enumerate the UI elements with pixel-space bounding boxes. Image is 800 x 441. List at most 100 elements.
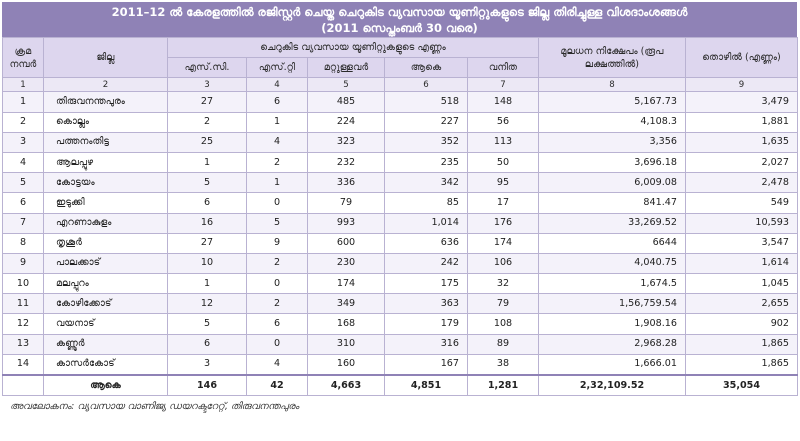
cell-serial: 5	[2, 172, 44, 194]
cell-women: 17	[467, 192, 539, 214]
cell-others: 174	[307, 273, 385, 295]
cell-st: 9	[246, 232, 308, 254]
cell-st: 0	[246, 333, 308, 355]
table-row: 7 എറണാകുളം 16 5 993 1,014 176 33,269.52 10,593	[2, 212, 798, 234]
cell-investment: 4,108.3	[538, 111, 686, 133]
header-women: വനിത	[467, 57, 539, 79]
cell-district: പാലക്കാട്	[43, 252, 168, 275]
cell-serial: 8	[2, 232, 44, 254]
cell-sc: 2	[167, 111, 247, 133]
cell-investment: 1,56,759.54	[538, 293, 686, 315]
cell-women: 106	[467, 252, 539, 275]
cell-st: 1	[246, 111, 308, 133]
header-employment: തൊഴിൽ (എണ്ണം)	[685, 36, 798, 79]
cell-total: 227	[384, 111, 468, 133]
table-row: 5 കോട്ടയം 5 1 336 342 95 6,009.08 2,478	[2, 172, 798, 194]
col-number: 1	[2, 77, 44, 93]
cell-serial: 14	[2, 353, 44, 376]
cell-district: പത്തനംതിട്ട	[43, 131, 168, 153]
cell-employment: 1,614	[685, 252, 798, 275]
cell-district: മലപ്പുറം	[43, 273, 168, 295]
cell-total: 179	[384, 313, 468, 335]
cell-sc: 10	[167, 252, 247, 275]
cell-serial: 4	[2, 151, 44, 174]
totals-row: ആകെ 146 42 4,663 4,851 1,281 2,32,109.52…	[2, 374, 798, 397]
cell-district: തൃശൂർ	[43, 232, 168, 254]
table-row: 8 തൃശൂർ 27 9 600 636 174 6644 3,547	[2, 232, 798, 254]
cell-sc: 5	[167, 313, 247, 335]
col-number: 4	[246, 77, 308, 93]
cell-others: 168	[307, 313, 385, 335]
cell-employment: 902	[685, 313, 798, 335]
cell-serial: 9	[2, 252, 44, 275]
cell-investment: 1,666.01	[538, 353, 686, 376]
table-row: 3 പത്തനംതിട്ട 25 4 323 352 113 3,356 1,635	[2, 131, 798, 153]
cell-investment: 5,167.73	[538, 91, 686, 113]
cell-sc: 5	[167, 172, 247, 194]
district-units-table: ക്രമ നമ്പർ ജില്ല ചെറുകിട വ്യവസായ യൂണിറ്റ…	[2, 36, 798, 397]
cell-women: 38	[467, 353, 539, 376]
col-number: 8	[538, 77, 686, 93]
cell-total: 363	[384, 293, 468, 315]
table-row: 1 തിരുവനന്തപുരം 27 6 485 518 148 5,167.73 3,479	[2, 91, 798, 113]
cell-sc: 1	[167, 273, 247, 295]
table-row: 13 കണ്ണൂർ 6 0 310 316 89 2,968.28 1,865	[2, 333, 798, 355]
cell-st: 4	[246, 131, 308, 153]
document: 2011–12 ൽ കേരളത്തിൽ രജിസ്റ്റർ ചെയ്ത ചെറു…	[2, 2, 798, 412]
cell-women: 113	[467, 131, 539, 153]
cell-district: കോഴിക്കോട്	[43, 293, 168, 315]
cell-others: 79	[307, 192, 385, 214]
col-number: 2	[43, 77, 168, 93]
cell-employment: 2,478	[685, 172, 798, 194]
cell-sc: 6	[167, 192, 247, 214]
cell-total: 352	[384, 131, 468, 153]
cell-investment: 33,269.52	[538, 212, 686, 234]
cell-district: എറണാകുളം	[43, 212, 168, 234]
cell-employment: 1,045	[685, 273, 798, 295]
header-sc: എസ്.സി.	[167, 57, 247, 79]
cell-investment: 6,009.08	[538, 172, 686, 194]
cell-investment: 1,908.16	[538, 313, 686, 335]
cell-serial: 12	[2, 313, 44, 335]
cell-serial: 3	[2, 131, 44, 153]
cell-employment: 1,865	[685, 333, 798, 355]
cell-district: കണ്ണൂർ	[43, 333, 168, 355]
cell-women: 174	[467, 232, 539, 254]
header-total: ആകെ	[384, 57, 468, 79]
table-row: 12 വയനാട് 5 6 168 179 108 1,908.16 902	[2, 313, 798, 335]
cell-serial: 7	[2, 212, 44, 234]
cell-sc: 27	[167, 91, 247, 113]
cell-others: 993	[307, 212, 385, 234]
table-row: 4 ആലപ്പുഴ 1 2 232 235 50 3,696.18 2,027	[2, 151, 798, 174]
cell-women: 79	[467, 293, 539, 315]
cell-employment: 1,635	[685, 131, 798, 153]
cell-women: 89	[467, 333, 539, 355]
table-row: 14 കാസർകോട് 3 4 160 167 38 1,666.01 1,865	[2, 353, 798, 376]
cell-others: 600	[307, 232, 385, 254]
cell-serial: 2	[2, 111, 44, 133]
cell-district: ഇടുക്കി	[43, 192, 168, 214]
table-row: 6 ഇടുക്കി 6 0 79 85 17 841.47 549	[2, 192, 798, 214]
cell-serial: 11	[2, 293, 44, 315]
cell-others: 230	[307, 252, 385, 275]
header-serial: ക്രമ നമ്പർ	[2, 36, 44, 79]
cell-women: 176	[467, 212, 539, 234]
cell-others: 485	[307, 91, 385, 113]
title-line-2: (2011 സെപ്തംബർ 30 വരെ)	[321, 21, 478, 35]
cell-serial: 13	[2, 333, 44, 355]
cell-total: 242	[384, 252, 468, 275]
cell-district: വയനാട്	[43, 313, 168, 335]
title-line-1: 2011–12 ൽ കേരളത്തിൽ രജിസ്റ്റർ ചെയ്ത ചെറു…	[111, 5, 688, 19]
cell-women: 95	[467, 172, 539, 194]
cell-sc: 25	[167, 131, 247, 153]
cell-st: 2	[246, 151, 308, 174]
cell-total: 85	[384, 192, 468, 214]
header-st: എസ്.റ്റി	[246, 57, 308, 79]
cell-sc: 12	[167, 293, 247, 315]
totals-no	[2, 374, 44, 397]
header-units-group: ചെറുകിട വ്യവസായ യൂണിറ്റുകളുടെ എണ്ണം	[167, 36, 539, 59]
cell-investment: 4,040.75	[538, 252, 686, 275]
cell-others: 224	[307, 111, 385, 133]
cell-investment: 2,968.28	[538, 333, 686, 355]
cell-women: 56	[467, 111, 539, 133]
